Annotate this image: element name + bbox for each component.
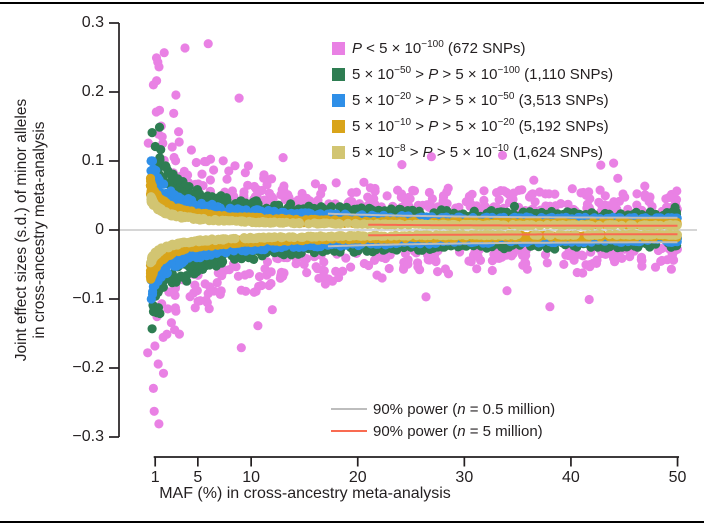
y-tick-label-−0.2: −0.2 bbox=[72, 359, 104, 376]
pvalue-legend: P < 5 × 10−100 (672 SNPs) 5 × 10−50 > P >… bbox=[332, 35, 613, 165]
y-tick-label-0: 0 bbox=[95, 221, 104, 238]
x-tick-label-1: 1 bbox=[150, 469, 160, 486]
legend-item-5e-10-gt-p-gt-5e-20: 5 × 10−10 > P > 5 × 10−20 (5,192 SNPs) bbox=[332, 113, 613, 139]
legend-swatch-5e-10-gt-p-gt-5e-20 bbox=[332, 119, 345, 133]
y-tick-label-0.3: 0.3 bbox=[81, 14, 104, 31]
x-tick-label-50: 50 bbox=[668, 469, 687, 486]
x-tick-label-30: 30 bbox=[455, 469, 474, 486]
legend-swatch-5e-8-gt-p-gt-5e-10 bbox=[332, 145, 345, 159]
legend-item-5e-8-gt-p-gt-5e-10: 5 × 10−8 > P > 5 × 10−10 (1,624 SNPs) bbox=[332, 139, 613, 165]
power-legend-label: 90% power (n = 5 million) bbox=[373, 422, 543, 440]
power-legend-line-power-5m bbox=[331, 430, 367, 432]
page-top-rule bbox=[0, 2, 704, 4]
scatter-series-5e-8-gt-p-gt-5e-10 bbox=[146, 192, 683, 268]
power-curve-power-0p5m-upper bbox=[327, 212, 678, 219]
power-legend-item-power-5m: 90% power (n = 5 million) bbox=[331, 420, 555, 442]
y-tick-label-0.1: 0.1 bbox=[81, 152, 104, 169]
legend-label: 5 × 10−8 > P > 5 × 10−10 (1,624 SNPs) bbox=[352, 142, 604, 161]
y-axis-label-line1: Joint effect sizes (s.d.) of minor allel… bbox=[13, 98, 30, 362]
page-bottom-rule bbox=[0, 521, 704, 523]
x-tick-label-20: 20 bbox=[348, 469, 367, 486]
power-curve-power-0p5m-lower bbox=[327, 241, 678, 248]
power-legend: 90% power (n = 0.5 million) 90% power (n … bbox=[331, 398, 555, 442]
power-legend-item-power-0p5m: 90% power (n = 0.5 million) bbox=[331, 398, 555, 420]
y-axis-label-line2: in cross-ancestry meta-analysis bbox=[31, 121, 48, 339]
legend-item-p-lt-5e-100: P < 5 × 10−100 (672 SNPs) bbox=[332, 35, 613, 61]
x-tick-label-40: 40 bbox=[562, 469, 580, 486]
x-axis-label: MAF (%) in cross-ancestry meta-analysis bbox=[159, 485, 451, 502]
legend-swatch-5e-50-gt-p-gt-5e-100 bbox=[332, 67, 345, 81]
legend-item-5e-50-gt-p-gt-5e-100: 5 × 10−50 > P > 5 × 10−100 (1,110 SNPs) bbox=[332, 61, 613, 87]
axes bbox=[109, 22, 680, 467]
legend-label: 5 × 10−50 > P > 5 × 10−100 (1,110 SNPs) bbox=[352, 64, 614, 83]
legend-swatch-5e-20-gt-p-gt-5e-50 bbox=[332, 93, 345, 107]
y-axis-label: Joint effect sizes (s.d.) of minor allel… bbox=[13, 20, 51, 440]
power-legend-label: 90% power (n = 0.5 million) bbox=[373, 400, 556, 418]
y-tick-label-−0.3: −0.3 bbox=[72, 428, 104, 445]
power-legend-line-power-0p5m bbox=[331, 408, 367, 410]
power-curve-power-5m-upper bbox=[368, 223, 678, 227]
y-tick-label-−0.1: −0.1 bbox=[72, 290, 104, 307]
power-curve-power-5m-lower bbox=[368, 233, 678, 237]
y-tick-label-0.2: 0.2 bbox=[81, 83, 104, 100]
legend-item-5e-20-gt-p-gt-5e-50: 5 × 10−20 > P > 5 × 10−50 (3,513 SNPs) bbox=[332, 87, 613, 113]
legend-swatch-p-lt-5e-100 bbox=[332, 41, 345, 55]
legend-label: 5 × 10−10 > P > 5 × 10−20 (5,192 SNPs) bbox=[352, 116, 609, 135]
legend-label: 5 × 10−20 > P > 5 × 10−50 (3,513 SNPs) bbox=[352, 90, 609, 109]
legend-label: P < 5 × 10−100 (672 SNPs) bbox=[352, 38, 526, 57]
x-tick-label-10: 10 bbox=[242, 469, 261, 486]
x-tick-label-5: 5 bbox=[193, 469, 203, 486]
